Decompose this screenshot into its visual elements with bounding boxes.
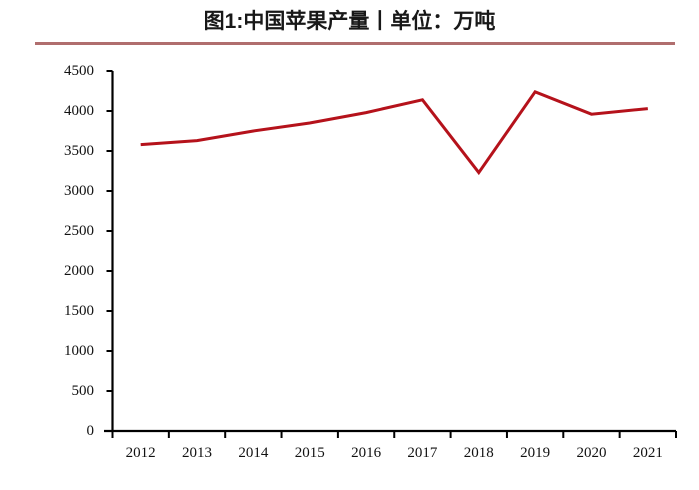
- chart-title-block: 图1:中国苹果产量丨单位：万吨: [0, 0, 699, 46]
- x-tick-label: 2013: [182, 445, 213, 461]
- x-tick-label: 2017: [407, 445, 438, 461]
- title-underline-rule: [35, 42, 675, 45]
- line-chart-svg: [104, 70, 677, 438]
- y-tick-label: 1000: [64, 343, 94, 359]
- x-tick-label: 2019: [520, 445, 551, 461]
- y-axis-tick-labels: 0 500 1000 1500 2000 2500 3000 3500 4000 4500: [42, 46, 94, 490]
- x-tick-label: 2016: [351, 445, 382, 461]
- data-series-line: [140, 89, 648, 176]
- x-tick-label: 2020: [576, 445, 607, 461]
- y-tick-label: 2500: [64, 223, 94, 239]
- x-tick-label: 2018: [463, 445, 494, 461]
- y-tick-label: 4000: [64, 103, 94, 119]
- y-tick-label: 3500: [64, 143, 94, 159]
- plot-area: 0 500 1000 1500 2000 2500 3000 3500 4000 4500 201…: [0, 46, 699, 490]
- y-tick-label: 0: [86, 423, 95, 439]
- x-tick-label: 2021: [632, 445, 663, 461]
- y-tick-label: 3000: [64, 183, 94, 199]
- x-tick-label: 2015: [294, 445, 325, 461]
- y-axis-ticks: [106, 70, 113, 432]
- page-title: 图1:中国苹果产量丨单位：万吨: [203, 10, 496, 33]
- x-axis-tick-labels: 2012 2013 2014 2015 2016 2017 2018 2019 2020 2021: [0, 46, 699, 490]
- y-tick-label: 500: [71, 383, 95, 399]
- y-tick-label: 2000: [64, 263, 94, 279]
- y-tick-label: 4500: [64, 63, 94, 79]
- x-tick-label: 2012: [125, 445, 156, 461]
- x-tick-label: 2014: [238, 445, 269, 461]
- y-tick-label: 1500: [64, 303, 94, 319]
- x-axis-ticks: [111, 431, 677, 438]
